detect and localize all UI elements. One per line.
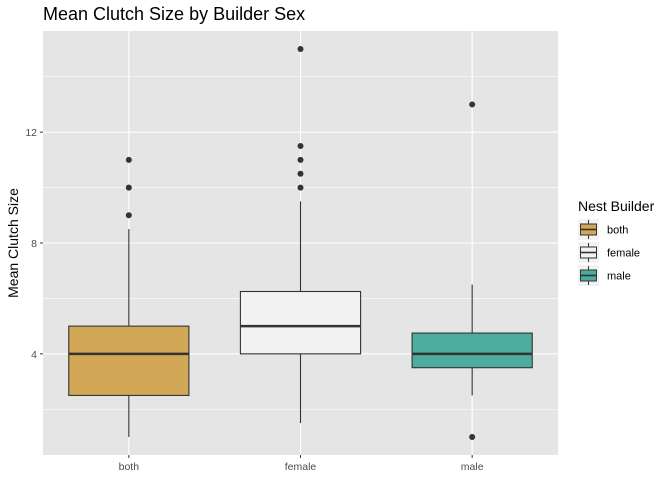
- y-tick-label: 8: [31, 238, 37, 250]
- y-tick-label: 12: [25, 127, 37, 139]
- chart-title: Mean Clutch Size by Builder Sex: [43, 4, 306, 24]
- box-female: [239, 46, 362, 424]
- outlier-point: [297, 46, 304, 53]
- legend-title: Nest Builder: [578, 198, 655, 214]
- outlier-point: [469, 101, 476, 108]
- box-both: [68, 156, 190, 437]
- legend-item-male: male: [578, 265, 631, 286]
- legend-item-female: female: [578, 242, 640, 263]
- outlier-point: [297, 170, 304, 177]
- outlier-point: [297, 156, 304, 163]
- legend-label: female: [607, 248, 640, 260]
- y-axis-title: Mean Clutch Size: [5, 188, 21, 298]
- legend-item-both: both: [578, 219, 628, 240]
- box-iqr: [68, 325, 190, 396]
- box-iqr: [411, 332, 533, 369]
- x-tick-label: female: [285, 461, 317, 473]
- outlier-point: [125, 156, 132, 163]
- y-tick-label: 4: [31, 349, 37, 361]
- boxes: [68, 46, 533, 440]
- legend: Nest Builder both female male: [578, 198, 655, 286]
- outlier-point: [469, 433, 476, 440]
- legend-label: male: [607, 271, 631, 283]
- outlier-point: [297, 143, 304, 150]
- box-iqr: [239, 290, 362, 355]
- outlier-point: [125, 184, 132, 191]
- outlier-point: [125, 212, 132, 219]
- box-male: [411, 101, 533, 440]
- x-tick-label: male: [461, 461, 484, 473]
- x-tick-label: both: [119, 461, 140, 473]
- axes: 4 8 12 both female male: [25, 127, 483, 473]
- outlier-point: [297, 184, 304, 191]
- legend-label: both: [607, 225, 628, 237]
